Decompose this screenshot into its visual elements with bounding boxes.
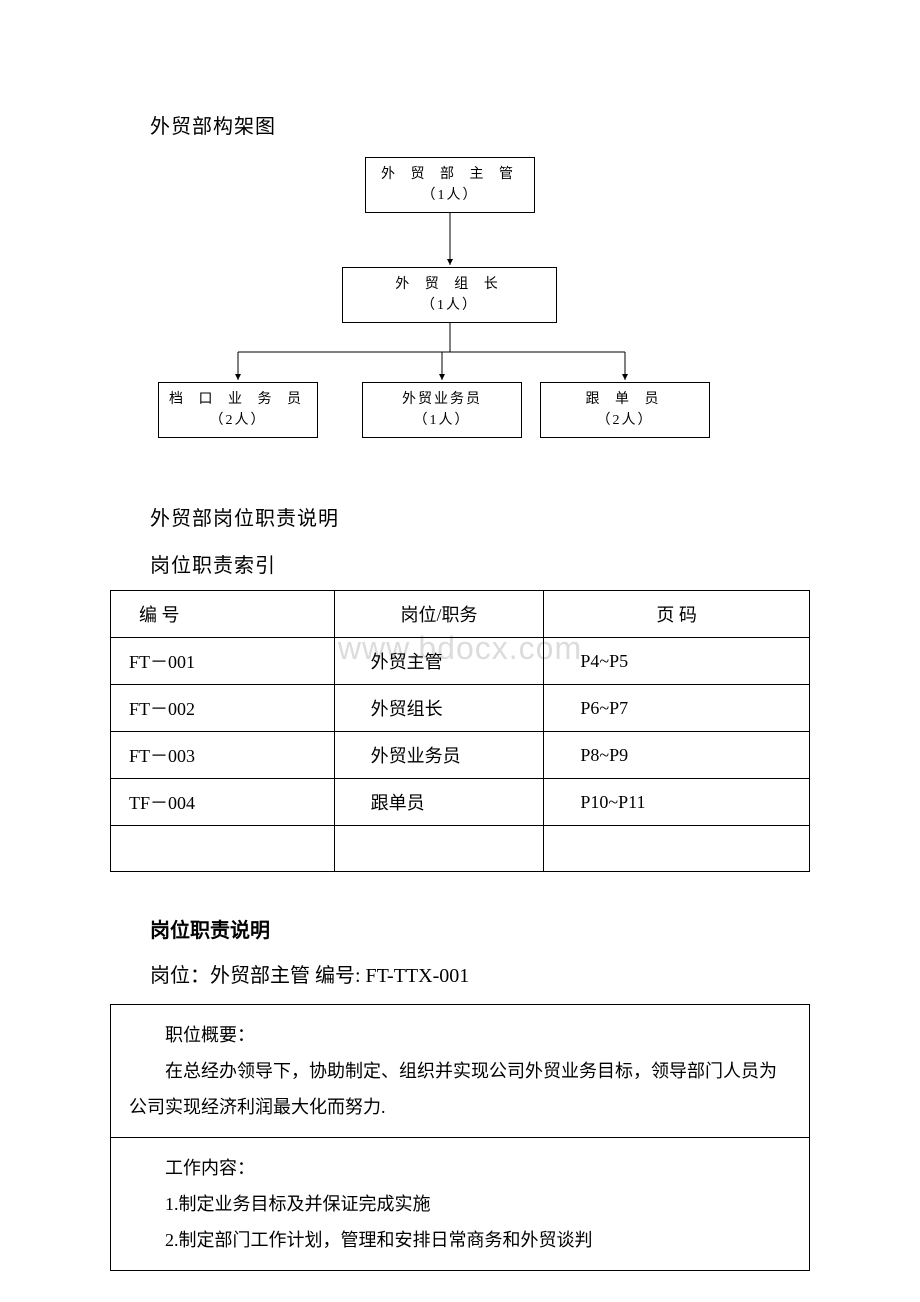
table-row	[111, 826, 810, 872]
table-row: FT－002 外贸组长 P6~P7	[111, 685, 810, 732]
cell-code: FT－002	[111, 685, 335, 732]
cell-position: 外贸组长	[334, 685, 544, 732]
cell-page: P10~P11	[544, 779, 810, 826]
work-box: 工作内容： 1.制定业务目标及并保证完成实施 2.制定部门工作计划，管理和安排日…	[110, 1137, 810, 1271]
org-node-mid: 外 贸 组 长 （1人）	[342, 267, 557, 323]
table-header-row: 编 号 岗位/职务 页 码	[111, 591, 810, 638]
org-node-b1: 档 口 业 务 员 （2人）	[158, 382, 318, 438]
th-code: 编 号	[111, 591, 335, 638]
cell-page	[544, 826, 810, 872]
cell-page: P8~P9	[544, 732, 810, 779]
org-node-role: 跟 单 员	[541, 389, 709, 410]
org-node-b2: 外贸业务员 （1人）	[362, 382, 522, 438]
index-table: 编 号 岗位/职务 页 码 FT－001 外贸主管 P4~P5 FT－002 外…	[110, 590, 810, 872]
org-node-role: 外 贸 组 长	[343, 274, 556, 295]
org-node-count: （1人）	[363, 410, 521, 431]
table-row: FT－003 外贸业务员 P8~P9	[111, 732, 810, 779]
org-node-role: 外贸业务员	[363, 389, 521, 410]
summary-box: 职位概要： 在总经办领导下，协助制定、组织并实现公司外贸业务目标，领导部门人员为…	[110, 1004, 810, 1137]
cell-page: P4~P5	[544, 638, 810, 685]
org-node-role: 外 贸 部 主 管	[366, 164, 534, 185]
org-node-count: （1人）	[366, 185, 534, 206]
cell-code	[111, 826, 335, 872]
table-row: TF－004 跟单员 P10~P11	[111, 779, 810, 826]
org-node-role: 档 口 业 务 员	[159, 389, 317, 410]
org-node-count: （1人）	[343, 295, 556, 316]
section2-title: 外贸部岗位职责说明	[150, 502, 810, 531]
org-chart: 外 贸 部 主 管 （1人） 外 贸 组 长 （1人） 档 口 业 务 员 （2…	[110, 157, 810, 477]
cell-position: 外贸主管	[334, 638, 544, 685]
work-item: 1.制定业务目标及并保证完成实施	[129, 1186, 791, 1222]
cell-code: FT－003	[111, 732, 335, 779]
org-node-top: 外 贸 部 主 管 （1人）	[365, 157, 535, 213]
cell-page: P6~P7	[544, 685, 810, 732]
th-position: 岗位/职务	[334, 591, 544, 638]
work-label: 工作内容：	[129, 1150, 791, 1186]
th-page: 页 码	[544, 591, 810, 638]
chart-title: 外贸部构架图	[150, 110, 810, 139]
position-line: 岗位：外贸部主管 编号: FT-TTX-001	[150, 959, 810, 988]
section4-title: 岗位职责说明	[150, 914, 810, 943]
cell-position: 外贸业务员	[334, 732, 544, 779]
section3-title: 岗位职责索引	[150, 549, 810, 578]
cell-code: TF－004	[111, 779, 335, 826]
cell-position	[334, 826, 544, 872]
cell-position: 跟单员	[334, 779, 544, 826]
org-node-count: （2人）	[159, 410, 317, 431]
org-node-b3: 跟 单 员 （2人）	[540, 382, 710, 438]
table-row: FT－001 外贸主管 P4~P5	[111, 638, 810, 685]
summary-label: 职位概要：	[129, 1017, 791, 1053]
work-item: 2.制定部门工作计划，管理和安排日常商务和外贸谈判	[129, 1222, 791, 1258]
org-node-count: （2人）	[541, 410, 709, 431]
summary-text: 在总经办领导下，协助制定、组织并实现公司外贸业务目标，领导部门人员为公司实现经济…	[129, 1053, 791, 1125]
cell-code: FT－001	[111, 638, 335, 685]
